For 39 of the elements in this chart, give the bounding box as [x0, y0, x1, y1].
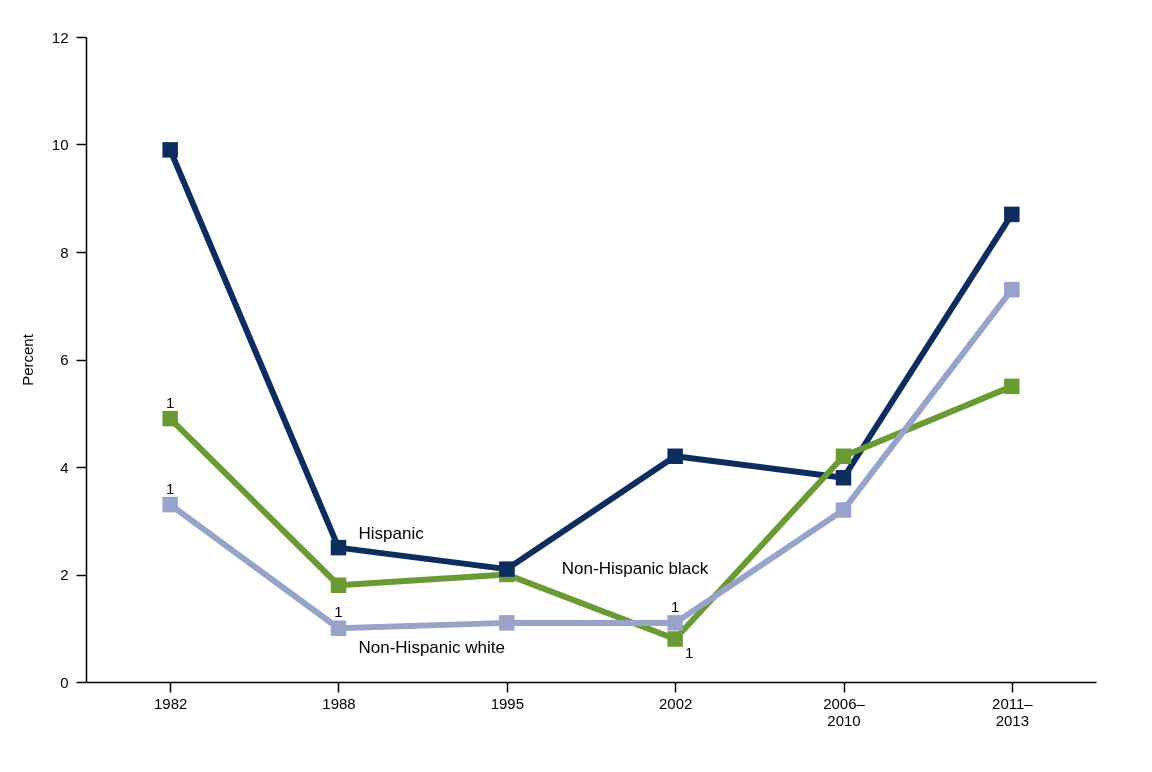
x-tick-label: 2006–2010 — [823, 694, 866, 729]
y-tick-label: 4 — [60, 458, 69, 476]
annotation: 1 — [670, 597, 680, 615]
y-axis-title: Percent — [18, 333, 36, 386]
y-tick-label: 2 — [60, 566, 69, 583]
annotation: 1 — [165, 393, 175, 411]
point — [667, 631, 683, 647]
y-tick-label: 6 — [60, 351, 69, 368]
x-tick-label: 2011–2013 — [992, 694, 1034, 729]
x-tick-label: 1982 — [153, 694, 188, 712]
point — [162, 410, 178, 427]
point — [667, 448, 683, 464]
point — [330, 620, 347, 636]
annotation: 1 — [334, 603, 343, 621]
y-tick-label: 8 — [60, 243, 69, 261]
y-tick-label: 10 — [51, 136, 69, 153]
point — [330, 577, 347, 593]
point — [1004, 206, 1020, 223]
point — [330, 539, 347, 556]
series-label: Hispanic — [358, 523, 425, 543]
point — [835, 448, 852, 464]
annotation: 1 — [684, 644, 694, 661]
x-tick-label: 1988 — [322, 694, 356, 712]
annotation: 1 — [165, 479, 175, 497]
point — [499, 561, 515, 577]
point — [499, 615, 515, 631]
point — [667, 615, 683, 631]
y-tick-label: 0 — [60, 673, 69, 691]
point — [1004, 378, 1020, 395]
x-tick-label: 1995 — [490, 694, 525, 712]
point — [835, 502, 852, 518]
point — [162, 142, 178, 158]
series-label: Non-Hispanic black — [561, 558, 709, 578]
x-tick-label: 2002 — [658, 694, 693, 712]
point — [835, 470, 852, 486]
series-label: Non-Hispanic white — [358, 638, 505, 658]
point — [1004, 281, 1020, 298]
y-tick-label: 12 — [51, 28, 69, 46]
point — [162, 496, 178, 513]
